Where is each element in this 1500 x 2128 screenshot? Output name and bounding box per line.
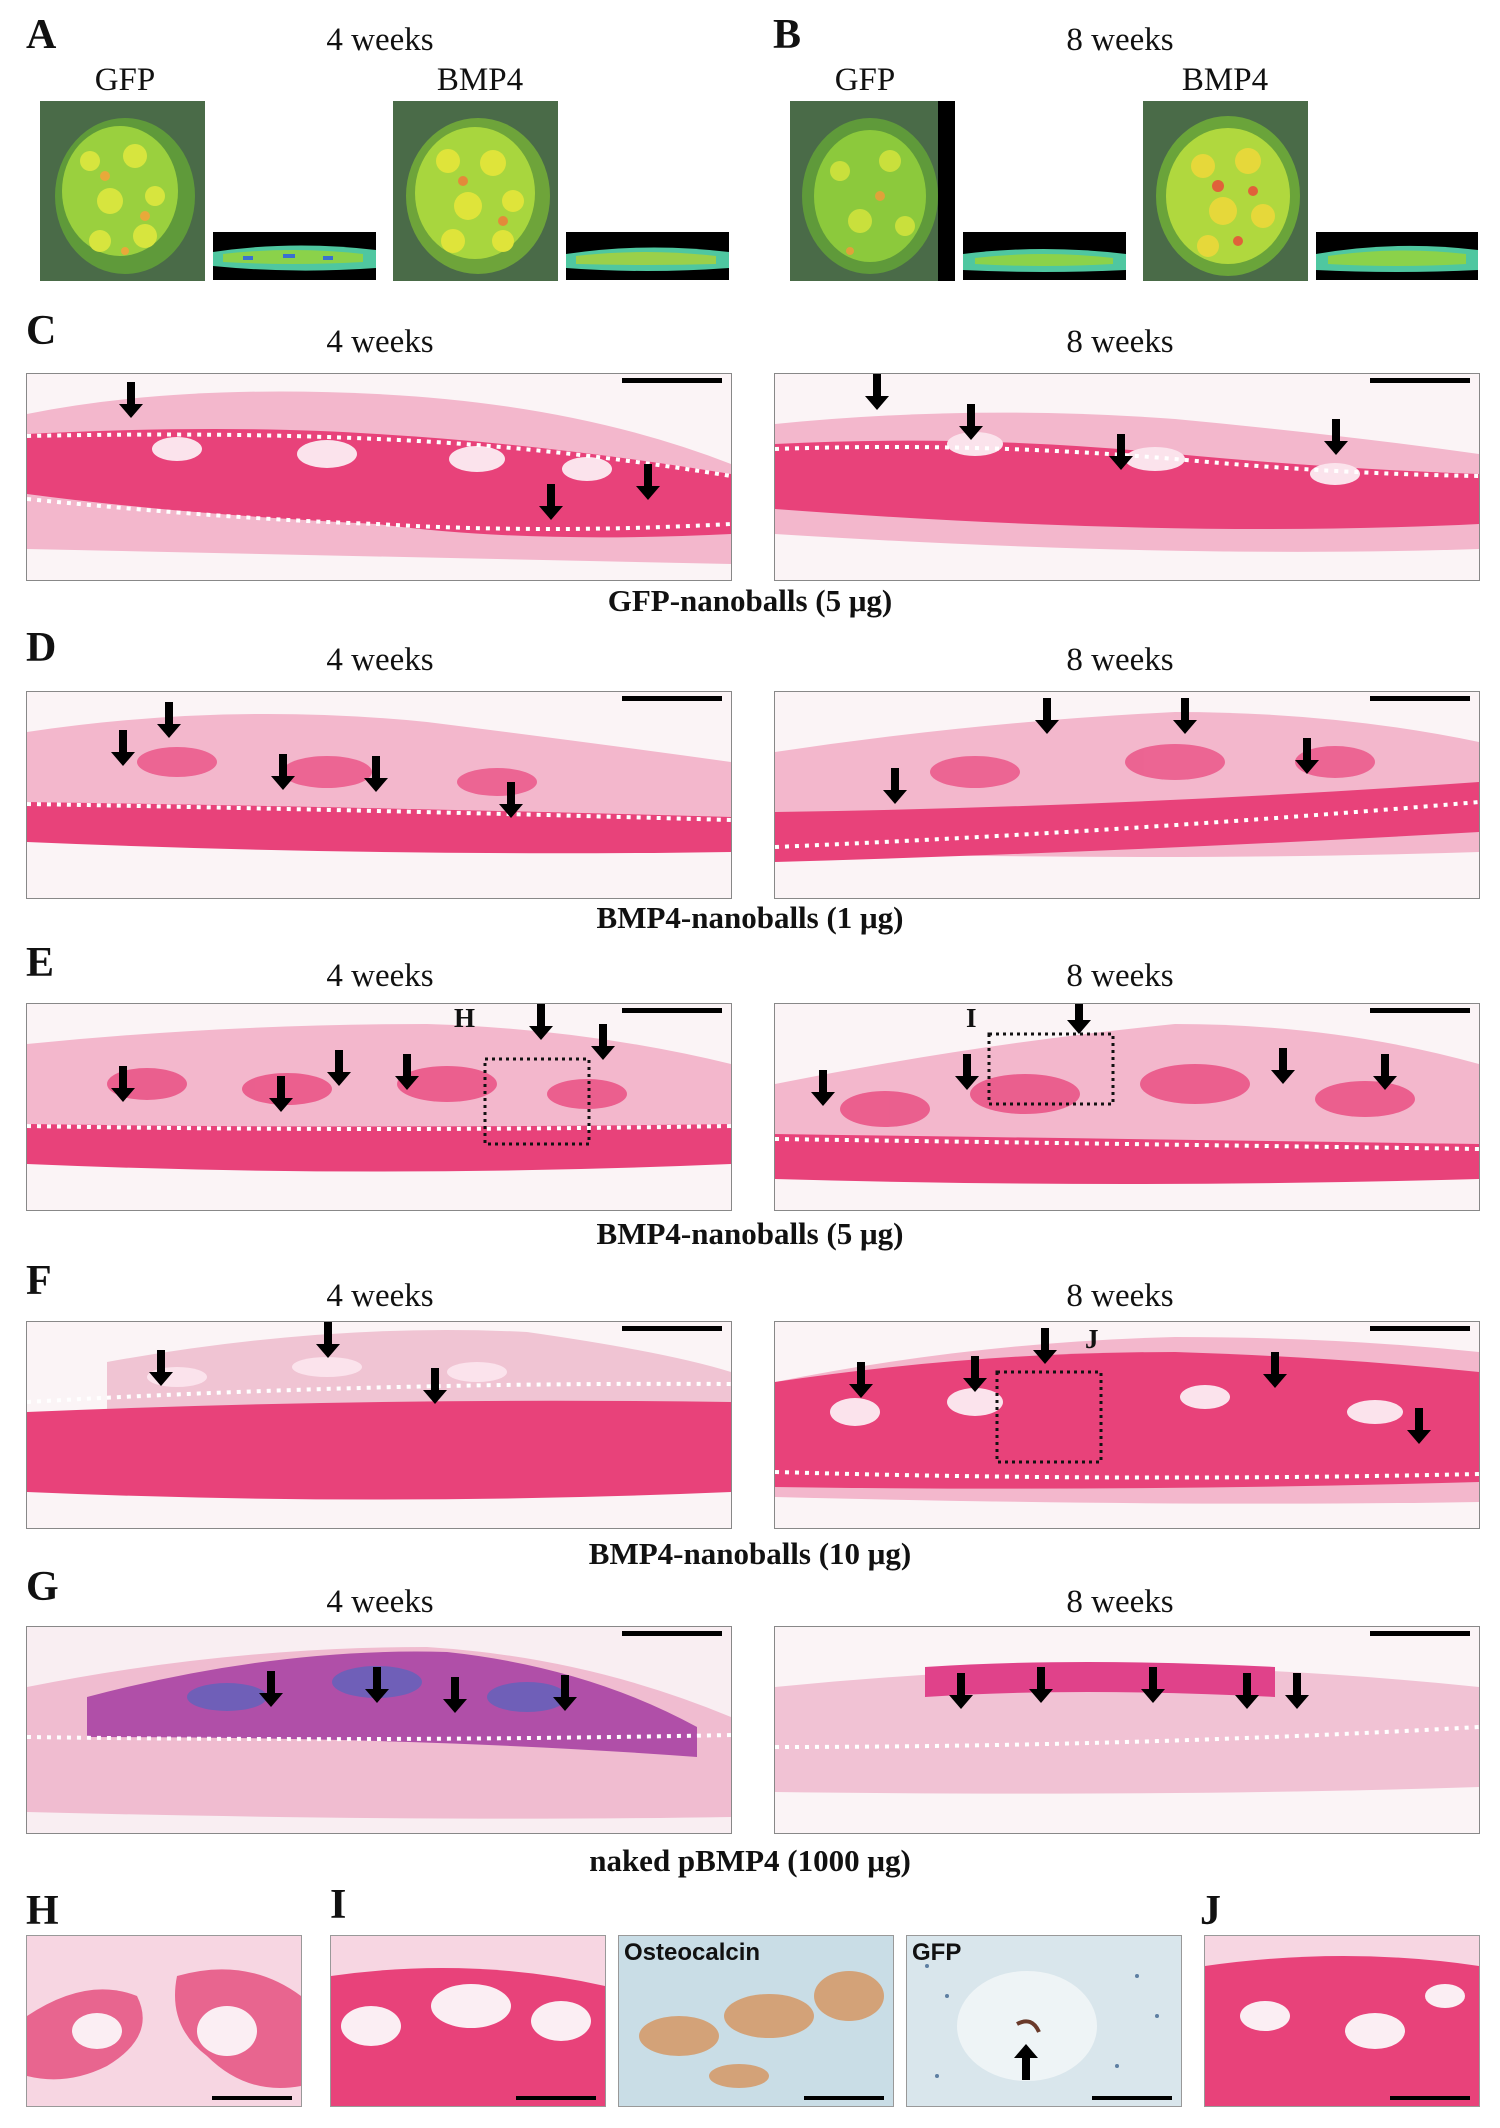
histology-f-4wk [26,1321,732,1529]
microct-b-bmp4-side [1316,232,1478,280]
panel-c-right-time: 8 weeks [1066,324,1174,360]
stain-label-gfp: GFP [912,1939,962,1966]
panel-label-i: I [330,1882,347,1928]
zoom-i-he [330,1935,606,2107]
panel-d-caption: BMP4-nanoballs (1 μg) [596,900,904,935]
panel-e-right-time: 8 weeks [1066,958,1174,994]
microct-a-gfp-top [40,101,205,281]
panel-g-right-time: 8 weeks [1066,1584,1174,1620]
histology-d-4wk [26,691,732,899]
panel-label-f: F [26,1258,52,1304]
microct-a-bmp4-top [393,101,558,281]
panel-b-bmp4-label: BMP4 [1181,62,1269,98]
panel-e-left-time: 4 weeks [326,958,434,994]
histology-g-8wk [774,1626,1480,1834]
histology-f-8wk [774,1321,1480,1529]
panel-label-b: B [773,12,802,58]
box-label-h: H [454,1003,476,1033]
zoom-i-osteocalcin [618,1935,894,2107]
panel-f-caption: BMP4-nanoballs (10 μg) [588,1536,912,1571]
microct-b-gfp-top [790,101,955,281]
histology-d-8wk [774,691,1480,899]
panel-c-left-time: 4 weeks [326,324,434,360]
panel-f-left-time: 4 weeks [326,1278,434,1314]
histology-e-8wk [774,1003,1480,1211]
panel-e-caption: BMP4-nanoballs (5 μg) [596,1216,904,1251]
panel-label-a: A [26,12,57,58]
microct-a-bmp4-side [566,232,729,280]
panel-label-g: G [26,1564,59,1610]
zoom-j [1204,1935,1480,2107]
zoom-h [26,1935,302,2107]
histology-e-4wk [26,1003,732,1211]
histology-c-4wk [26,373,732,581]
microct-b-bmp4-top [1143,101,1308,281]
panel-d-right-time: 8 weeks [1066,642,1174,678]
panel-label-e: E [26,940,55,986]
zoom-i-gfp [906,1935,1182,2107]
panel-g-left-time: 4 weeks [326,1584,434,1620]
panel-label-c: C [26,308,57,354]
panel-f-right-time: 8 weeks [1066,1278,1174,1314]
panel-a-bmp4-label: BMP4 [436,62,524,98]
panel-a-time: 4 weeks [326,22,434,58]
panel-b-gfp-label: GFP [834,62,896,98]
box-label-j: J [1085,1324,1099,1354]
panel-g-caption: naked pBMP4 (1000 μg) [589,1843,911,1878]
panel-label-d: D [26,625,57,671]
panel-label-h: H [26,1888,59,1934]
stain-label-osteocalcin: Osteocalcin [624,1939,761,1966]
histology-g-4wk [26,1626,732,1834]
panel-a-gfp-label: GFP [94,62,156,98]
panel-b-time: 8 weeks [1066,22,1174,58]
histology-c-8wk [774,373,1480,581]
microct-b-gfp-side [963,232,1126,280]
box-label-i: I [966,1003,977,1033]
panel-c-caption: GFP-nanoballs (5 μg) [607,583,893,618]
microct-a-gfp-side [213,232,376,280]
panel-d-left-time: 4 weeks [326,642,434,678]
panel-label-j: J [1200,1888,1221,1934]
